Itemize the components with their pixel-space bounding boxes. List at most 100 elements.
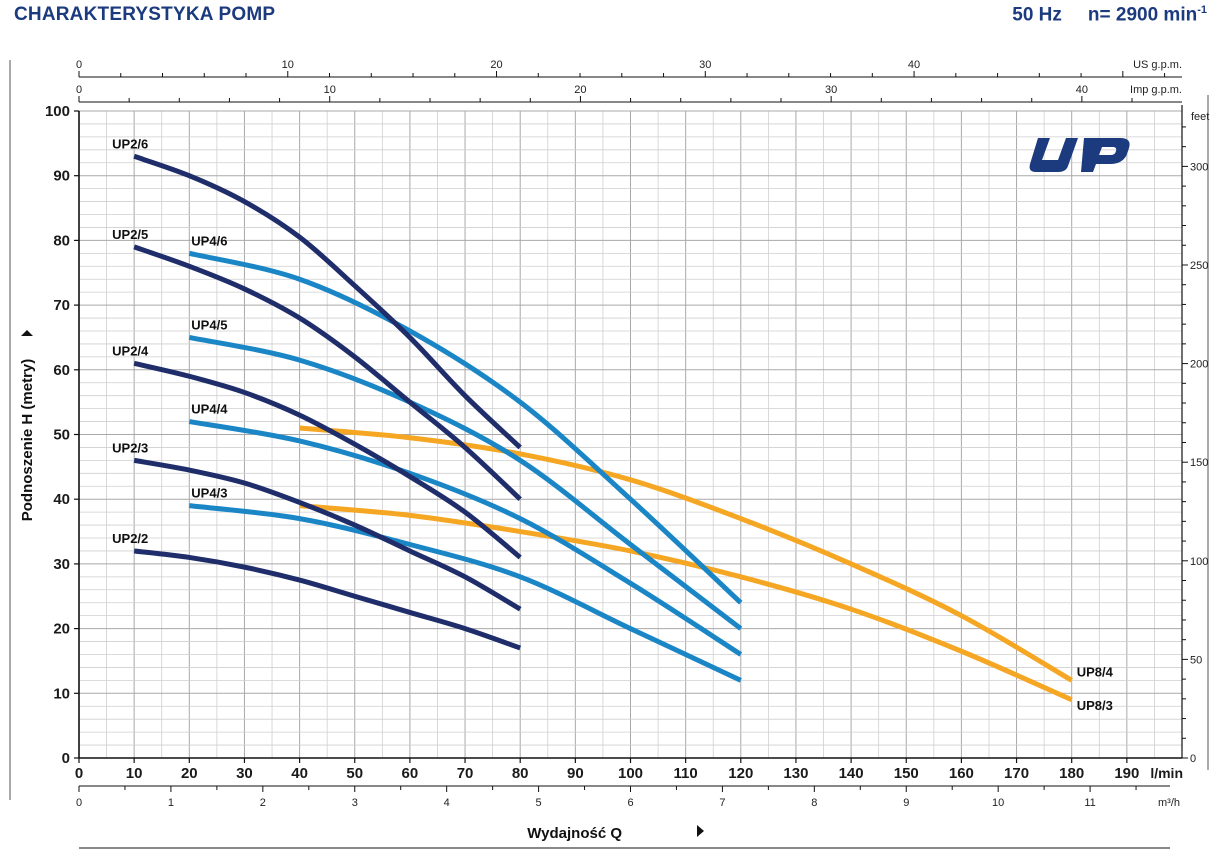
curve-up4-4 (188, 419, 743, 657)
imp-gpm-tick-label: 0 (76, 84, 82, 96)
series-label-up2-2: UP2/2 (112, 531, 148, 546)
us-gpm-tick-label: 0 (76, 59, 82, 71)
operating-conditions: 50 Hz n= 2900 min-1 (1012, 4, 1207, 26)
x-tick-label: 90 (567, 765, 584, 782)
x-tick-label: 180 (1059, 765, 1084, 782)
us-gpm-tick-label: 30 (699, 59, 711, 71)
y-tick-label: 100 (45, 103, 70, 120)
y-tick-label: 10 (53, 685, 70, 702)
x-tick-label: 100 (618, 765, 643, 782)
y-tick-label: 30 (53, 556, 70, 573)
logo-letter-p (1081, 138, 1130, 172)
series-label-up4-6: UP4/6 (191, 233, 227, 248)
m3h-tick-label: 9 (903, 797, 909, 809)
y-tick-label: 40 (53, 491, 70, 508)
curve-up4-5 (188, 335, 743, 631)
x-tick-label: 20 (181, 765, 198, 782)
curve-up2-4 (133, 360, 522, 560)
y-tick-label: 50 (53, 427, 70, 444)
series-label-up2-4: UP2/4 (112, 343, 149, 358)
x-tick-label: 40 (291, 765, 308, 782)
y-tick-label: 90 (53, 168, 70, 185)
series-label-up2-3: UP2/3 (112, 440, 148, 455)
feet-tick-label: 50 (1190, 654, 1202, 666)
logo-letter-u (1029, 138, 1078, 172)
x-tick-label: 0 (75, 765, 83, 782)
series-labels: UP2/6 UP2/5 UP2/4 UP2/3 UP2/2 UP4/6 UP4/5 UP4/4… (112, 136, 1113, 712)
m3h-tick-label: 10 (992, 797, 1004, 809)
x-axis-title: Wydajność Q (527, 825, 622, 842)
curve-up2-5 (133, 244, 522, 502)
curve-up2-3 (133, 457, 522, 612)
us-gpm-tick-label: 40 (908, 59, 920, 71)
up-logo (1029, 138, 1130, 172)
y-tick-label: 0 (62, 750, 70, 767)
m3h-unit-label: m³/h (1158, 797, 1180, 809)
chart-grid (78, 110, 1183, 759)
feet-tick-label: 250 (1190, 260, 1208, 272)
curve-up8-3 (299, 503, 1073, 703)
m3h-tick-label: 3 (352, 797, 358, 809)
m3h-tick-label: 11 (1084, 797, 1095, 809)
y-tick-label: 70 (53, 297, 70, 314)
curve-up8-4 (299, 425, 1073, 683)
m3h-tick-label: 6 (627, 797, 633, 809)
m3h-tick-label: 0 (76, 797, 82, 809)
imp-gpm-tick-label: 40 (1076, 84, 1088, 96)
imp-gpm-unit-label: Imp g.p.m. (1130, 84, 1182, 96)
x-tick-label: 130 (783, 765, 808, 782)
us-gpm-tick-label: 20 (490, 59, 502, 71)
m3h-tick-label: 2 (260, 797, 266, 809)
page-title: CHARAKTERYSTYKA POMP (14, 4, 276, 25)
series-label-up8-3: UP8/3 (1077, 698, 1113, 713)
x-tick-label: 160 (949, 765, 974, 782)
m3h-tick-label: 4 (444, 797, 450, 809)
feet-unit-label: feet (1191, 111, 1209, 123)
y-tick-label: 20 (53, 621, 70, 638)
imp-gpm-tick-label: 10 (324, 84, 336, 96)
x-tick-label: 120 (728, 765, 753, 782)
feet-tick-label: 150 (1190, 457, 1208, 469)
imp-gpm-tick-label: 20 (574, 84, 586, 96)
series-label-up8-4: UP8/4 (1077, 664, 1114, 679)
m3h-tick-label: 5 (536, 797, 542, 809)
feet-tick-label: 300 (1190, 161, 1208, 173)
feet-tick-label: 100 (1190, 556, 1208, 568)
x-tick-label: 170 (1004, 765, 1029, 782)
feet-tick-label: 200 (1190, 359, 1208, 371)
curve-up4-6 (188, 250, 743, 605)
x-tick-label: 140 (839, 765, 864, 782)
y-axis-title: Podnoszenie H (metry) (19, 359, 36, 522)
chart-series (133, 153, 1073, 703)
m3h-tick-label: 1 (168, 797, 174, 809)
us-gpm-unit-label: US g.p.m. (1133, 59, 1182, 71)
x-tick-label: 190 (1114, 765, 1139, 782)
feet-tick-label: 0 (1190, 753, 1196, 765)
series-label-up4-4: UP4/4 (191, 402, 228, 417)
series-label-up4-3: UP4/3 (191, 486, 227, 501)
x-tick-label: 80 (512, 765, 529, 782)
x-tick-label: 60 (402, 765, 419, 782)
x-tick-label: 50 (346, 765, 363, 782)
us-gpm-tick-label: 10 (282, 59, 294, 71)
x-tick-label: 10 (126, 765, 143, 782)
x-tick-label: 70 (457, 765, 474, 782)
x-unit-label: l/min (1150, 765, 1183, 781)
imp-gpm-tick-label: 30 (825, 84, 837, 96)
y-tick-label: 80 (53, 232, 70, 249)
x-tick-label: 30 (236, 765, 253, 782)
m3h-tick-label: 7 (719, 797, 725, 809)
m3h-tick-label: 8 (811, 797, 817, 809)
speed-label: n= 2900 min (1087, 4, 1198, 26)
x-axis-arrow-icon (697, 825, 704, 837)
series-label-up4-5: UP4/5 (191, 317, 227, 332)
curve-up4-3 (189, 503, 742, 683)
curve-up2-2 (133, 548, 522, 651)
series-label-up2-6: UP2/6 (112, 136, 148, 151)
x-tick-label: 150 (894, 765, 919, 782)
y-tick-label: 60 (53, 362, 70, 379)
frequency-label: 50 Hz (1012, 4, 1062, 26)
speed-exponent: -1 (1197, 4, 1207, 16)
